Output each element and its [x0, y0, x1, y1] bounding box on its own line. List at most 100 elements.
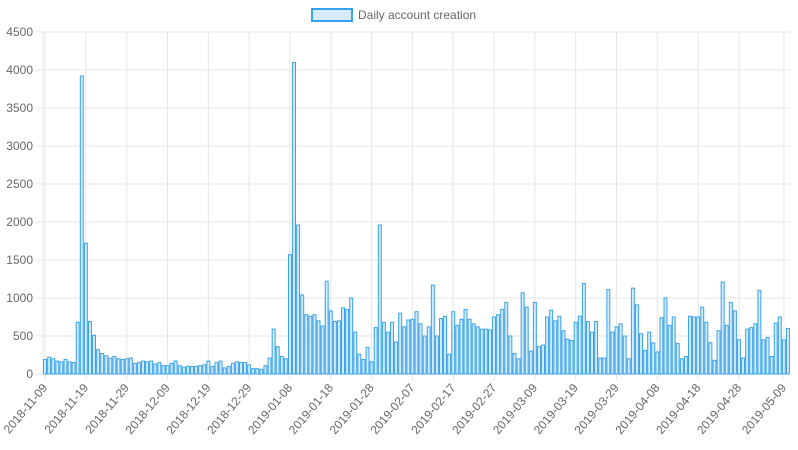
- bar[interactable]: [577, 315, 582, 375]
- bar[interactable]: [553, 320, 558, 375]
- bar[interactable]: [394, 341, 399, 375]
- bar[interactable]: [406, 319, 411, 375]
- bar[interactable]: [43, 359, 48, 375]
- bar[interactable]: [120, 359, 125, 375]
- bar[interactable]: [218, 360, 223, 375]
- bar[interactable]: [581, 283, 586, 375]
- bar[interactable]: [602, 357, 607, 375]
- bar[interactable]: [659, 317, 664, 375]
- bar[interactable]: [749, 327, 754, 375]
- bar[interactable]: [300, 294, 305, 375]
- bar[interactable]: [508, 335, 513, 375]
- bar[interactable]: [483, 328, 488, 375]
- bar[interactable]: [365, 346, 370, 375]
- bar[interactable]: [71, 362, 76, 375]
- bar[interactable]: [761, 339, 766, 375]
- bar[interactable]: [500, 308, 505, 375]
- bar[interactable]: [557, 315, 562, 375]
- bar[interactable]: [336, 320, 341, 375]
- bar[interactable]: [414, 311, 419, 375]
- bar[interactable]: [108, 357, 113, 375]
- bar[interactable]: [267, 357, 272, 375]
- bar[interactable]: [455, 324, 460, 375]
- bar[interactable]: [683, 356, 688, 375]
- bar[interactable]: [87, 321, 92, 375]
- bar[interactable]: [773, 322, 778, 375]
- bar[interactable]: [520, 292, 525, 375]
- bar[interactable]: [532, 302, 537, 375]
- bar[interactable]: [549, 309, 554, 375]
- bar[interactable]: [569, 340, 574, 375]
- bar[interactable]: [67, 361, 72, 375]
- bar[interactable]: [777, 316, 782, 375]
- bar[interactable]: [349, 297, 354, 375]
- bar[interactable]: [177, 365, 182, 375]
- bar[interactable]: [324, 280, 329, 375]
- bar[interactable]: [679, 358, 684, 375]
- bar[interactable]: [47, 356, 52, 375]
- bar[interactable]: [704, 321, 709, 375]
- bar[interactable]: [373, 327, 378, 375]
- bar[interactable]: [161, 365, 166, 375]
- bar[interactable]: [145, 361, 150, 375]
- bar[interactable]: [312, 314, 317, 375]
- bar[interactable]: [247, 364, 252, 375]
- bar[interactable]: [598, 357, 603, 375]
- bar[interactable]: [536, 346, 541, 375]
- bar[interactable]: [198, 365, 203, 375]
- bar[interactable]: [92, 334, 96, 375]
- bar[interactable]: [451, 311, 456, 375]
- bar[interactable]: [79, 75, 84, 375]
- bar[interactable]: [528, 350, 533, 375]
- bar[interactable]: [345, 308, 350, 375]
- bar[interactable]: [239, 362, 243, 375]
- bar[interactable]: [504, 302, 509, 375]
- bar[interactable]: [724, 324, 729, 375]
- bar[interactable]: [418, 323, 423, 375]
- bar[interactable]: [381, 321, 386, 375]
- bar[interactable]: [124, 358, 129, 375]
- bar[interactable]: [741, 357, 746, 375]
- bar[interactable]: [614, 326, 619, 375]
- bar[interactable]: [206, 360, 211, 375]
- bar[interactable]: [663, 297, 668, 375]
- chart-legend[interactable]: Daily account creation: [311, 8, 476, 22]
- bar[interactable]: [353, 331, 358, 375]
- bar[interactable]: [341, 307, 345, 375]
- bar[interactable]: [320, 325, 325, 375]
- bar[interactable]: [100, 352, 105, 375]
- bar[interactable]: [565, 338, 570, 375]
- bar[interactable]: [222, 367, 227, 375]
- bar[interactable]: [475, 326, 480, 375]
- bar[interactable]: [210, 365, 215, 375]
- bar[interactable]: [104, 355, 109, 375]
- bar[interactable]: [283, 358, 288, 375]
- bar[interactable]: [292, 61, 297, 375]
- bar[interactable]: [639, 333, 643, 375]
- bar[interactable]: [59, 361, 64, 375]
- bar[interactable]: [732, 310, 737, 375]
- bar[interactable]: [488, 329, 492, 375]
- bar[interactable]: [737, 339, 741, 375]
- bar[interactable]: [655, 351, 660, 375]
- bar[interactable]: [361, 359, 366, 375]
- bar[interactable]: [157, 362, 162, 375]
- bar[interactable]: [332, 321, 337, 375]
- bar[interactable]: [316, 320, 321, 375]
- bar[interactable]: [720, 281, 725, 375]
- bar[interactable]: [153, 363, 158, 375]
- bar[interactable]: [116, 358, 121, 375]
- bar[interactable]: [251, 368, 256, 375]
- bar[interactable]: [671, 316, 676, 375]
- bar[interactable]: [610, 331, 615, 375]
- bar[interactable]: [75, 321, 80, 375]
- bar[interactable]: [132, 362, 137, 375]
- bar[interactable]: [463, 308, 468, 375]
- bar[interactable]: [785, 327, 790, 375]
- bar[interactable]: [402, 326, 407, 375]
- bar[interactable]: [377, 224, 382, 375]
- bar[interactable]: [214, 362, 219, 375]
- bar[interactable]: [234, 361, 239, 375]
- bar[interactable]: [190, 365, 194, 375]
- bar[interactable]: [136, 362, 141, 375]
